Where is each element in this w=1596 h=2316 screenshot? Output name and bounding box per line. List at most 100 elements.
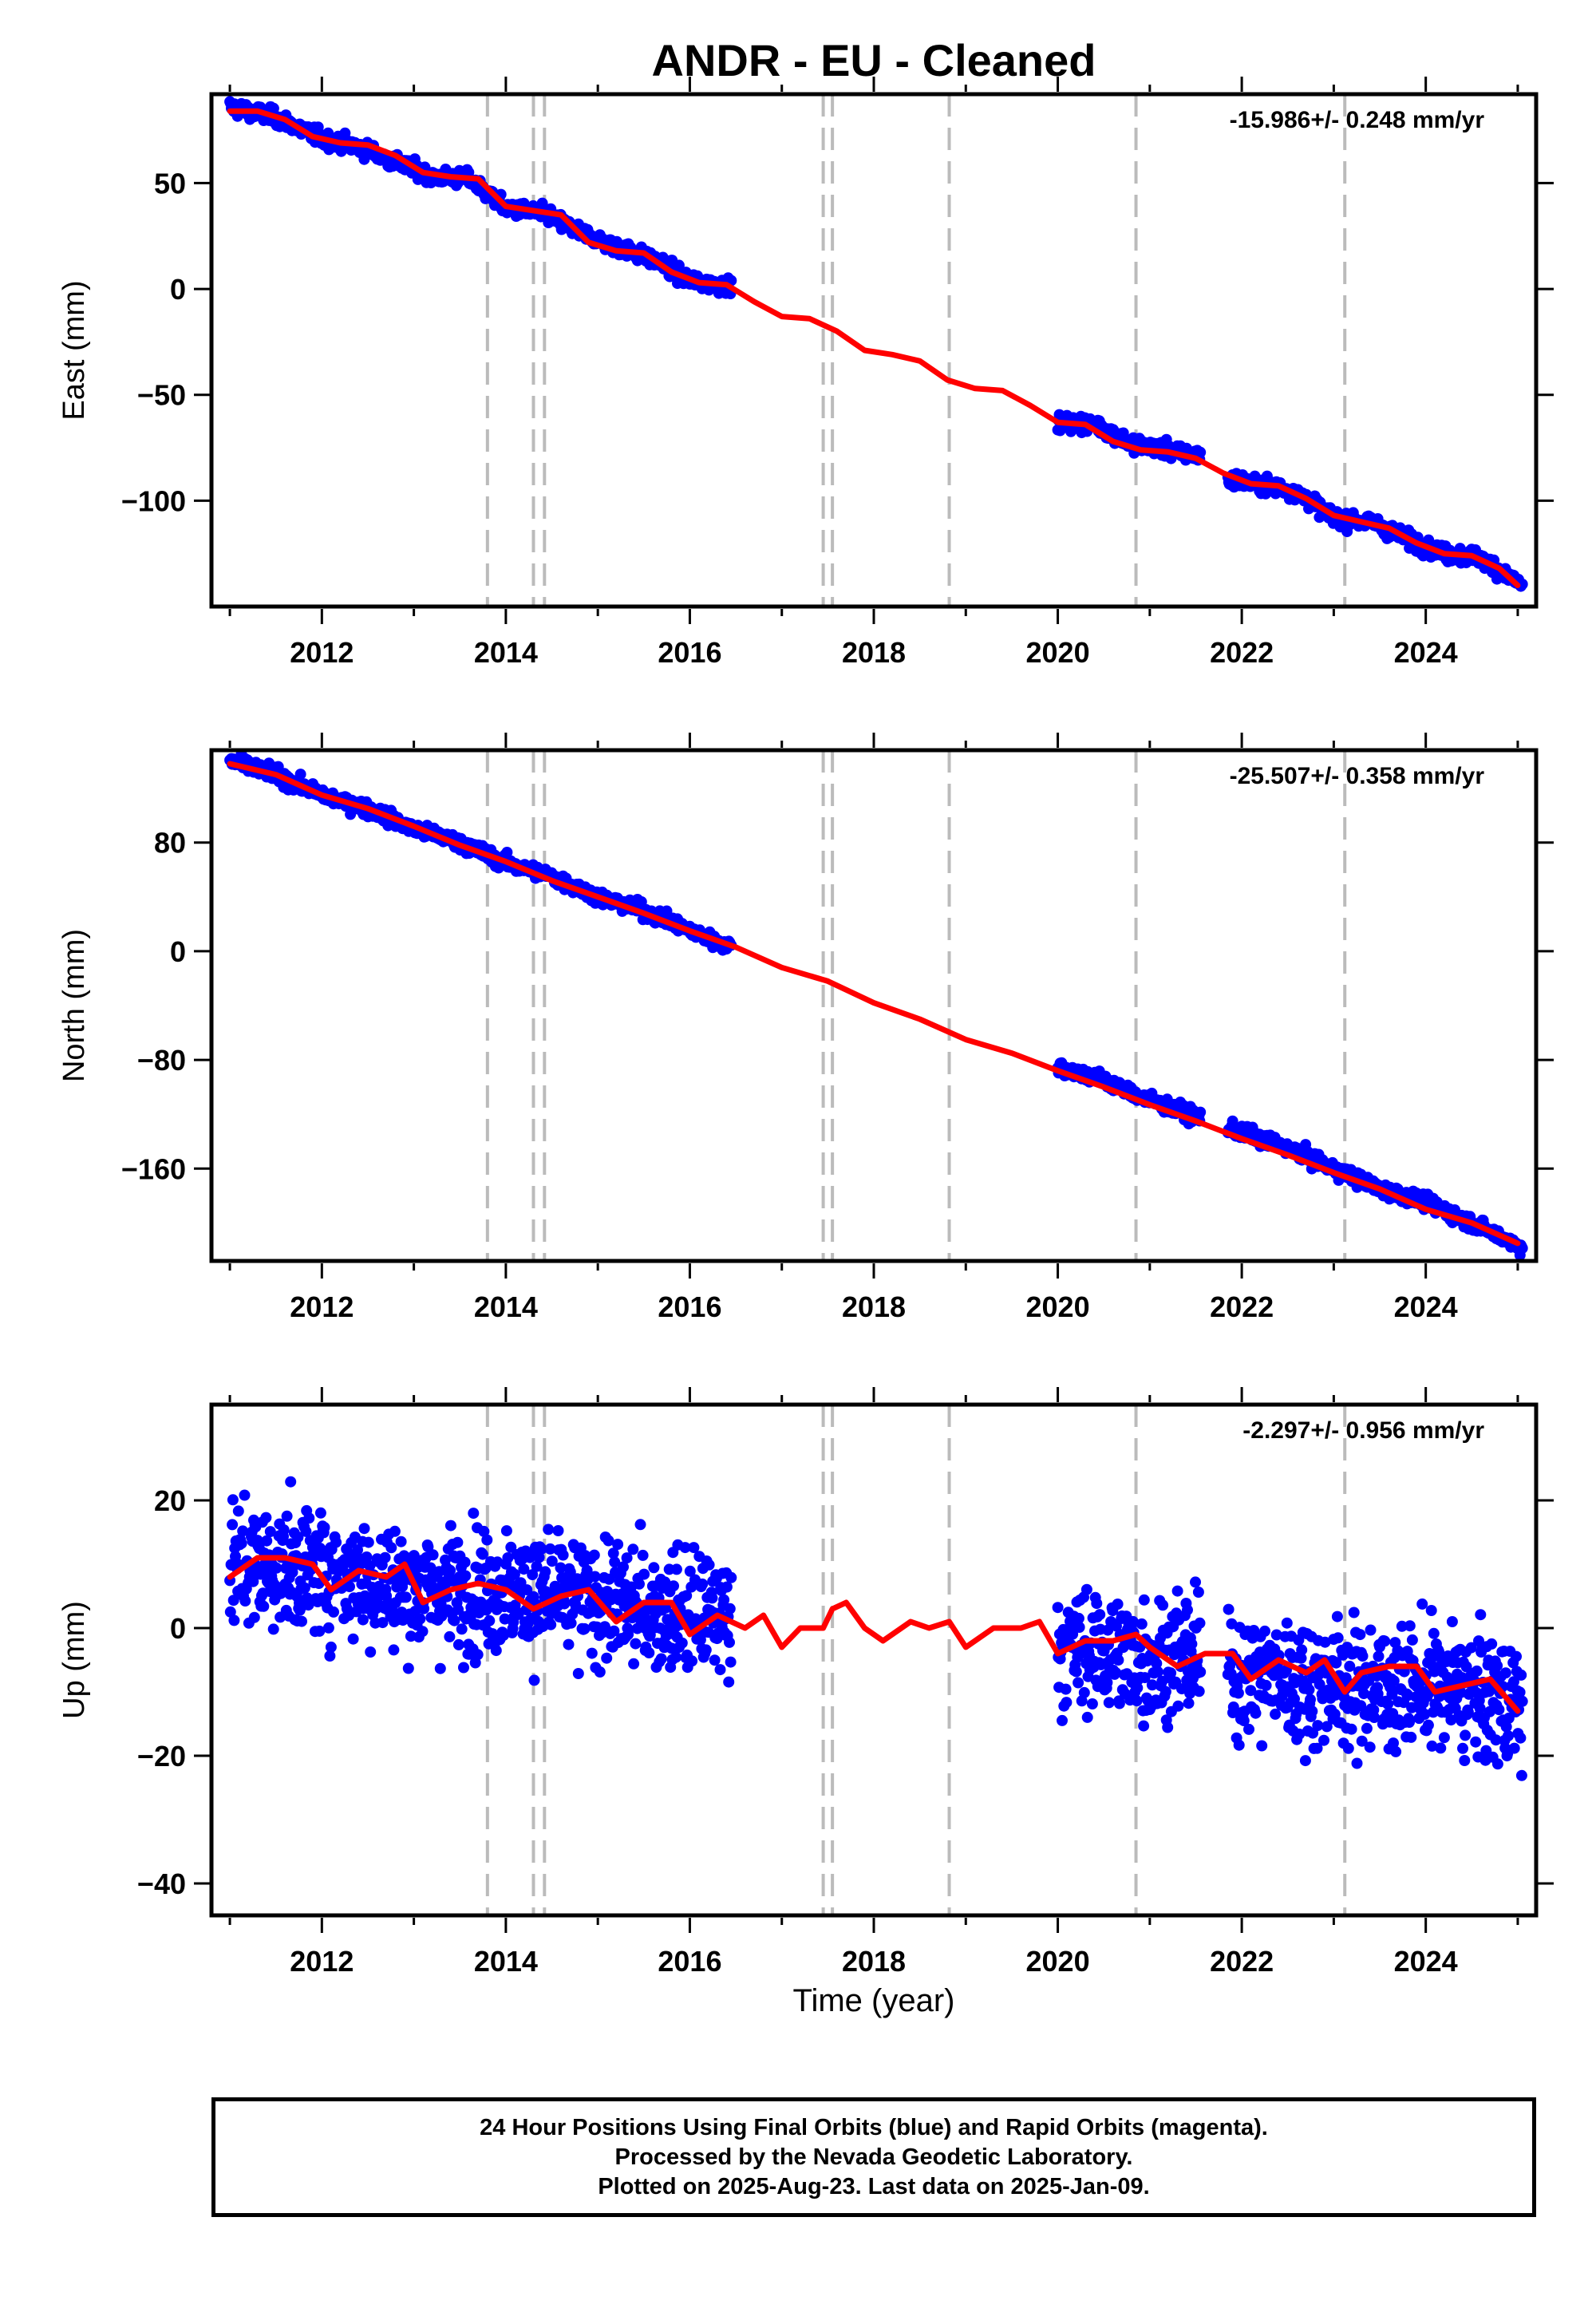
data-point (1295, 1652, 1307, 1664)
data-point (608, 1625, 620, 1637)
data-point (1426, 1740, 1438, 1752)
data-point (1361, 1722, 1373, 1734)
rate-annotation: -2.297+/- 0.956 mm/yr (1242, 1417, 1484, 1444)
data-point (521, 1584, 533, 1596)
data-point (492, 1556, 504, 1568)
data-point (1438, 1732, 1450, 1744)
footer-line-3: Plotted on 2025-Aug-23. Last data on 202… (598, 2173, 1150, 2199)
data-point (533, 1551, 545, 1563)
data-point (1514, 1686, 1526, 1698)
data-point (724, 1603, 736, 1614)
data-point (579, 1622, 591, 1634)
data-point (518, 1563, 530, 1575)
data-point (1073, 1622, 1085, 1633)
data-point (628, 1658, 640, 1670)
x-tick-label: 2024 (1394, 1945, 1458, 1978)
data-point (1416, 1598, 1428, 1610)
data-point (499, 1613, 511, 1625)
data-point (478, 1525, 490, 1537)
data-point (563, 1638, 575, 1650)
data-point (1294, 1728, 1306, 1740)
data-point (267, 1623, 279, 1635)
data-point (1319, 1636, 1331, 1648)
footer-line-2: Processed by the Nevada Geodetic Laborat… (614, 2144, 1133, 2170)
data-point (1471, 1665, 1483, 1677)
data-point (260, 1512, 272, 1524)
data-point (721, 1581, 733, 1593)
data-point (1491, 1660, 1503, 1672)
data-point (500, 1525, 512, 1537)
data-point (448, 1614, 460, 1626)
data-point (581, 1564, 593, 1576)
data-point (1171, 1585, 1183, 1597)
data-point (452, 1638, 464, 1650)
data-point (422, 1541, 434, 1553)
x-tick-label: 2020 (1026, 636, 1090, 669)
data-point (627, 1543, 639, 1555)
data-point (1243, 1723, 1254, 1735)
data-point (1515, 1669, 1527, 1681)
data-point (325, 1641, 337, 1653)
data-point (278, 1524, 290, 1535)
data-point (681, 1590, 693, 1602)
data-point (1273, 1650, 1285, 1662)
data-point (1259, 1625, 1270, 1637)
data-point (1515, 1769, 1527, 1781)
data-point (618, 1561, 629, 1573)
data-point (1428, 1627, 1440, 1639)
data-point (444, 1520, 456, 1531)
data-point (1406, 1701, 1418, 1713)
data-point (1503, 1730, 1514, 1742)
data-point (1457, 1742, 1468, 1754)
data-point (637, 1549, 649, 1561)
data-point (543, 1524, 555, 1535)
data-point (1195, 1666, 1207, 1678)
data-point (248, 1611, 260, 1623)
data-point (1073, 1677, 1084, 1689)
data-point (1102, 1624, 1114, 1636)
data-point (1193, 1686, 1205, 1697)
data-point (531, 1560, 543, 1572)
y-tick-label: −80 (137, 1044, 186, 1077)
data-point (1314, 1678, 1325, 1690)
data-point (1331, 1611, 1343, 1622)
plot-area (224, 1405, 1528, 1915)
data-point (1419, 1709, 1431, 1720)
data-point (1475, 1609, 1487, 1621)
x-tick-label: 2022 (1210, 1290, 1274, 1323)
data-point (300, 1525, 312, 1537)
data-point (1132, 1682, 1144, 1694)
data-point (352, 1544, 363, 1556)
data-point (1354, 1629, 1366, 1641)
data-point (1245, 1685, 1257, 1697)
data-point (468, 1508, 480, 1520)
data-point (490, 1645, 502, 1657)
data-point (612, 1539, 624, 1551)
x-tick-label: 2020 (1026, 1945, 1090, 1978)
data-point (227, 1519, 239, 1531)
data-point (402, 1662, 414, 1674)
data-point (1508, 1742, 1520, 1754)
data-point (1194, 1617, 1206, 1629)
data-point (700, 1644, 712, 1656)
x-tick-label: 2024 (1394, 636, 1458, 669)
data-point (417, 1626, 429, 1638)
data-point (377, 1617, 389, 1629)
footer-caption: 24 Hour Positions Using Final Orbits (bl… (211, 2097, 1536, 2217)
y-tick-label: 80 (154, 827, 186, 860)
data-point (724, 1636, 735, 1648)
data-point (1446, 1616, 1458, 1627)
data-point (239, 1595, 251, 1607)
data-point (1435, 1742, 1447, 1754)
data-point (389, 1525, 401, 1537)
data-point (565, 1617, 577, 1629)
x-tick-label: 2014 (474, 636, 538, 669)
data-point (1306, 1705, 1318, 1717)
data-point (239, 1489, 251, 1501)
data-point (686, 1655, 698, 1667)
data-point (400, 1591, 412, 1603)
data-point (1192, 1587, 1204, 1598)
data-point (287, 1560, 299, 1572)
data-point (357, 1614, 369, 1626)
data-point (330, 1536, 342, 1548)
